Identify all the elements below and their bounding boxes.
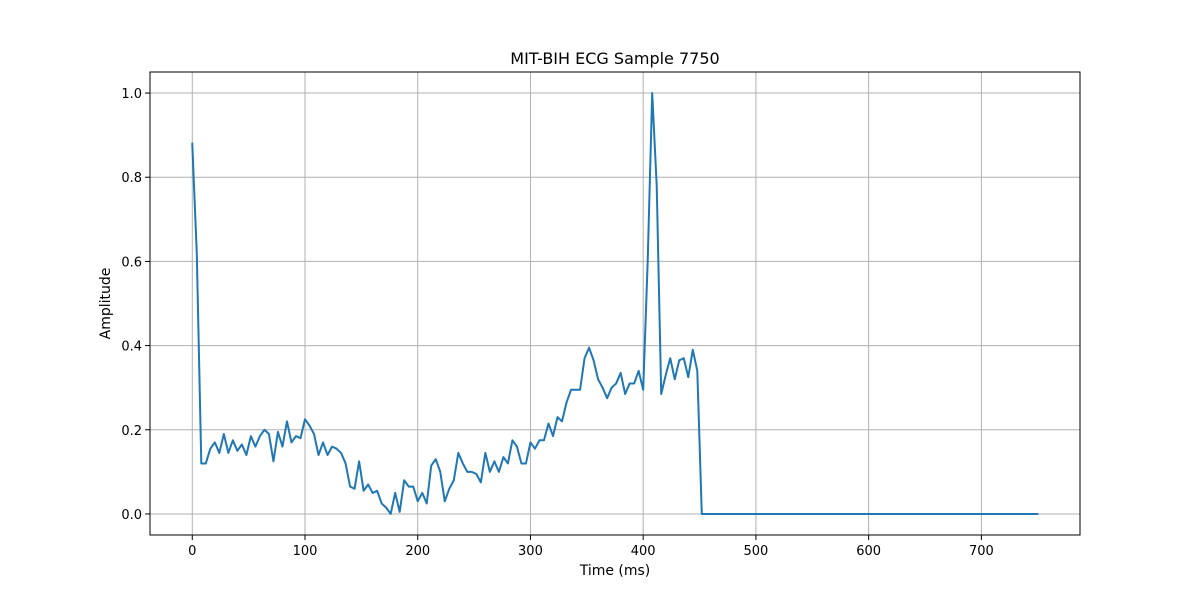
- x-tick-label: 100: [293, 544, 318, 559]
- y-tick-label: 0.8: [121, 171, 142, 186]
- y-tick-label: 1.0: [121, 87, 142, 102]
- ecg-series-line: [191, 92, 1039, 515]
- x-tick-label: 300: [518, 544, 543, 559]
- y-tick-label: 0.4: [121, 340, 142, 355]
- x-tick-label: 0: [188, 544, 196, 559]
- x-tick-label: 200: [405, 544, 430, 559]
- plot-area-frame: [149, 71, 1081, 536]
- y-tick-label: 0.0: [121, 508, 142, 523]
- x-tick-label: 400: [631, 544, 656, 559]
- x-axis-ticks: 0 100 200 300 400 500 600 700: [188, 535, 994, 559]
- y-tick-label: 0.6: [121, 255, 142, 270]
- y-axis-ticks: 0.0 0.2 0.4 0.6 0.8 1.0: [121, 87, 150, 523]
- y-tick-label: 0.2: [121, 424, 142, 439]
- grid-lines: [150, 72, 1080, 535]
- x-tick-label: 700: [969, 544, 994, 559]
- x-tick-label: 500: [743, 544, 768, 559]
- y-axis-label: Amplitude: [98, 268, 114, 340]
- x-tick-label: 600: [856, 544, 881, 559]
- chart-title: MIT-BIH ECG Sample 7750: [510, 49, 719, 68]
- x-axis-label: Time (ms): [579, 563, 651, 579]
